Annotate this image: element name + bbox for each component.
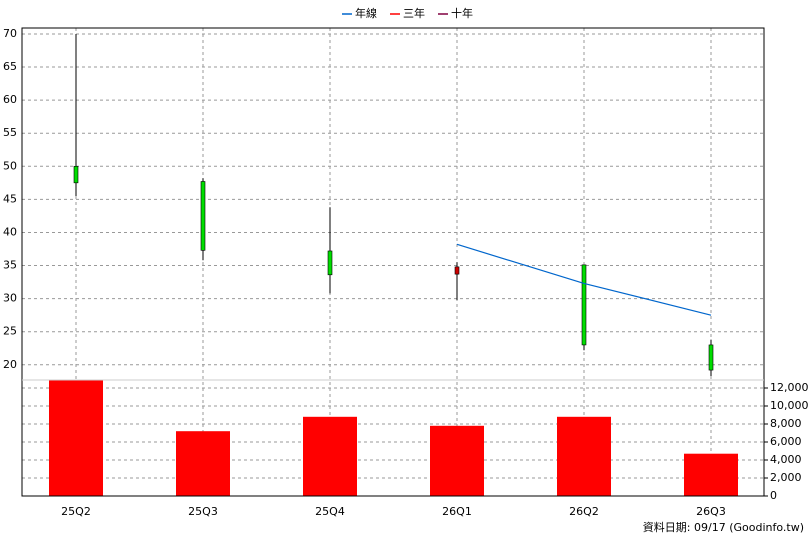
- y-tick-label: 60: [3, 93, 17, 106]
- y-tick-label: 25: [3, 325, 17, 338]
- y-tick-label: 35: [3, 259, 17, 272]
- volume-bar: [557, 416, 611, 496]
- x-tick-label: 25Q3: [188, 505, 218, 518]
- y2-tick-label: 12,000: [770, 381, 808, 394]
- x-tick-label: 25Q2: [61, 505, 91, 518]
- y-tick-label: 45: [3, 192, 17, 205]
- y2-tick-label: 4,000: [770, 453, 802, 466]
- y2-tick-label: 10,000: [770, 399, 808, 412]
- plot-frame: [21, 27, 765, 497]
- candle-body: [327, 250, 333, 276]
- candle-body: [454, 266, 460, 275]
- volume-bar: [303, 416, 357, 496]
- y-tick-label: 70: [3, 27, 17, 40]
- y2-tick-label: 0: [770, 489, 777, 502]
- candle-body: [581, 264, 587, 346]
- candle-body: [73, 165, 79, 184]
- y-tick-label: 65: [3, 60, 17, 73]
- legend-label: 十年: [451, 6, 473, 20]
- legend-label: 年線: [355, 6, 377, 20]
- volume-bar: [430, 425, 484, 496]
- volume-bar: [684, 453, 738, 496]
- x-tick-label: 26Q2: [569, 505, 599, 518]
- x-tick-label: 26Q3: [696, 505, 726, 518]
- y2-tick-label: 6,000: [770, 435, 802, 448]
- volume-bar: [49, 379, 103, 496]
- volume-bar: [176, 431, 230, 496]
- y-tick-label: 55: [3, 126, 17, 139]
- x-tick-label: 25Q4: [315, 505, 345, 518]
- source-note: 資料日期: 09/17 (Goodinfo.tw): [643, 520, 804, 534]
- y-tick-label: 30: [3, 292, 17, 305]
- candle-body: [708, 344, 714, 371]
- y2-tick-label: 2,000: [770, 471, 802, 484]
- y-tick-label: 50: [3, 159, 17, 172]
- line-series: [456, 243, 712, 316]
- y-tick-label: 20: [3, 358, 17, 371]
- candle-body: [200, 181, 206, 251]
- y-tick-label: 40: [3, 225, 17, 238]
- legend-label: 三年: [403, 6, 425, 20]
- x-tick-label: 26Q1: [442, 505, 472, 518]
- y2-tick-label: 8,000: [770, 417, 802, 430]
